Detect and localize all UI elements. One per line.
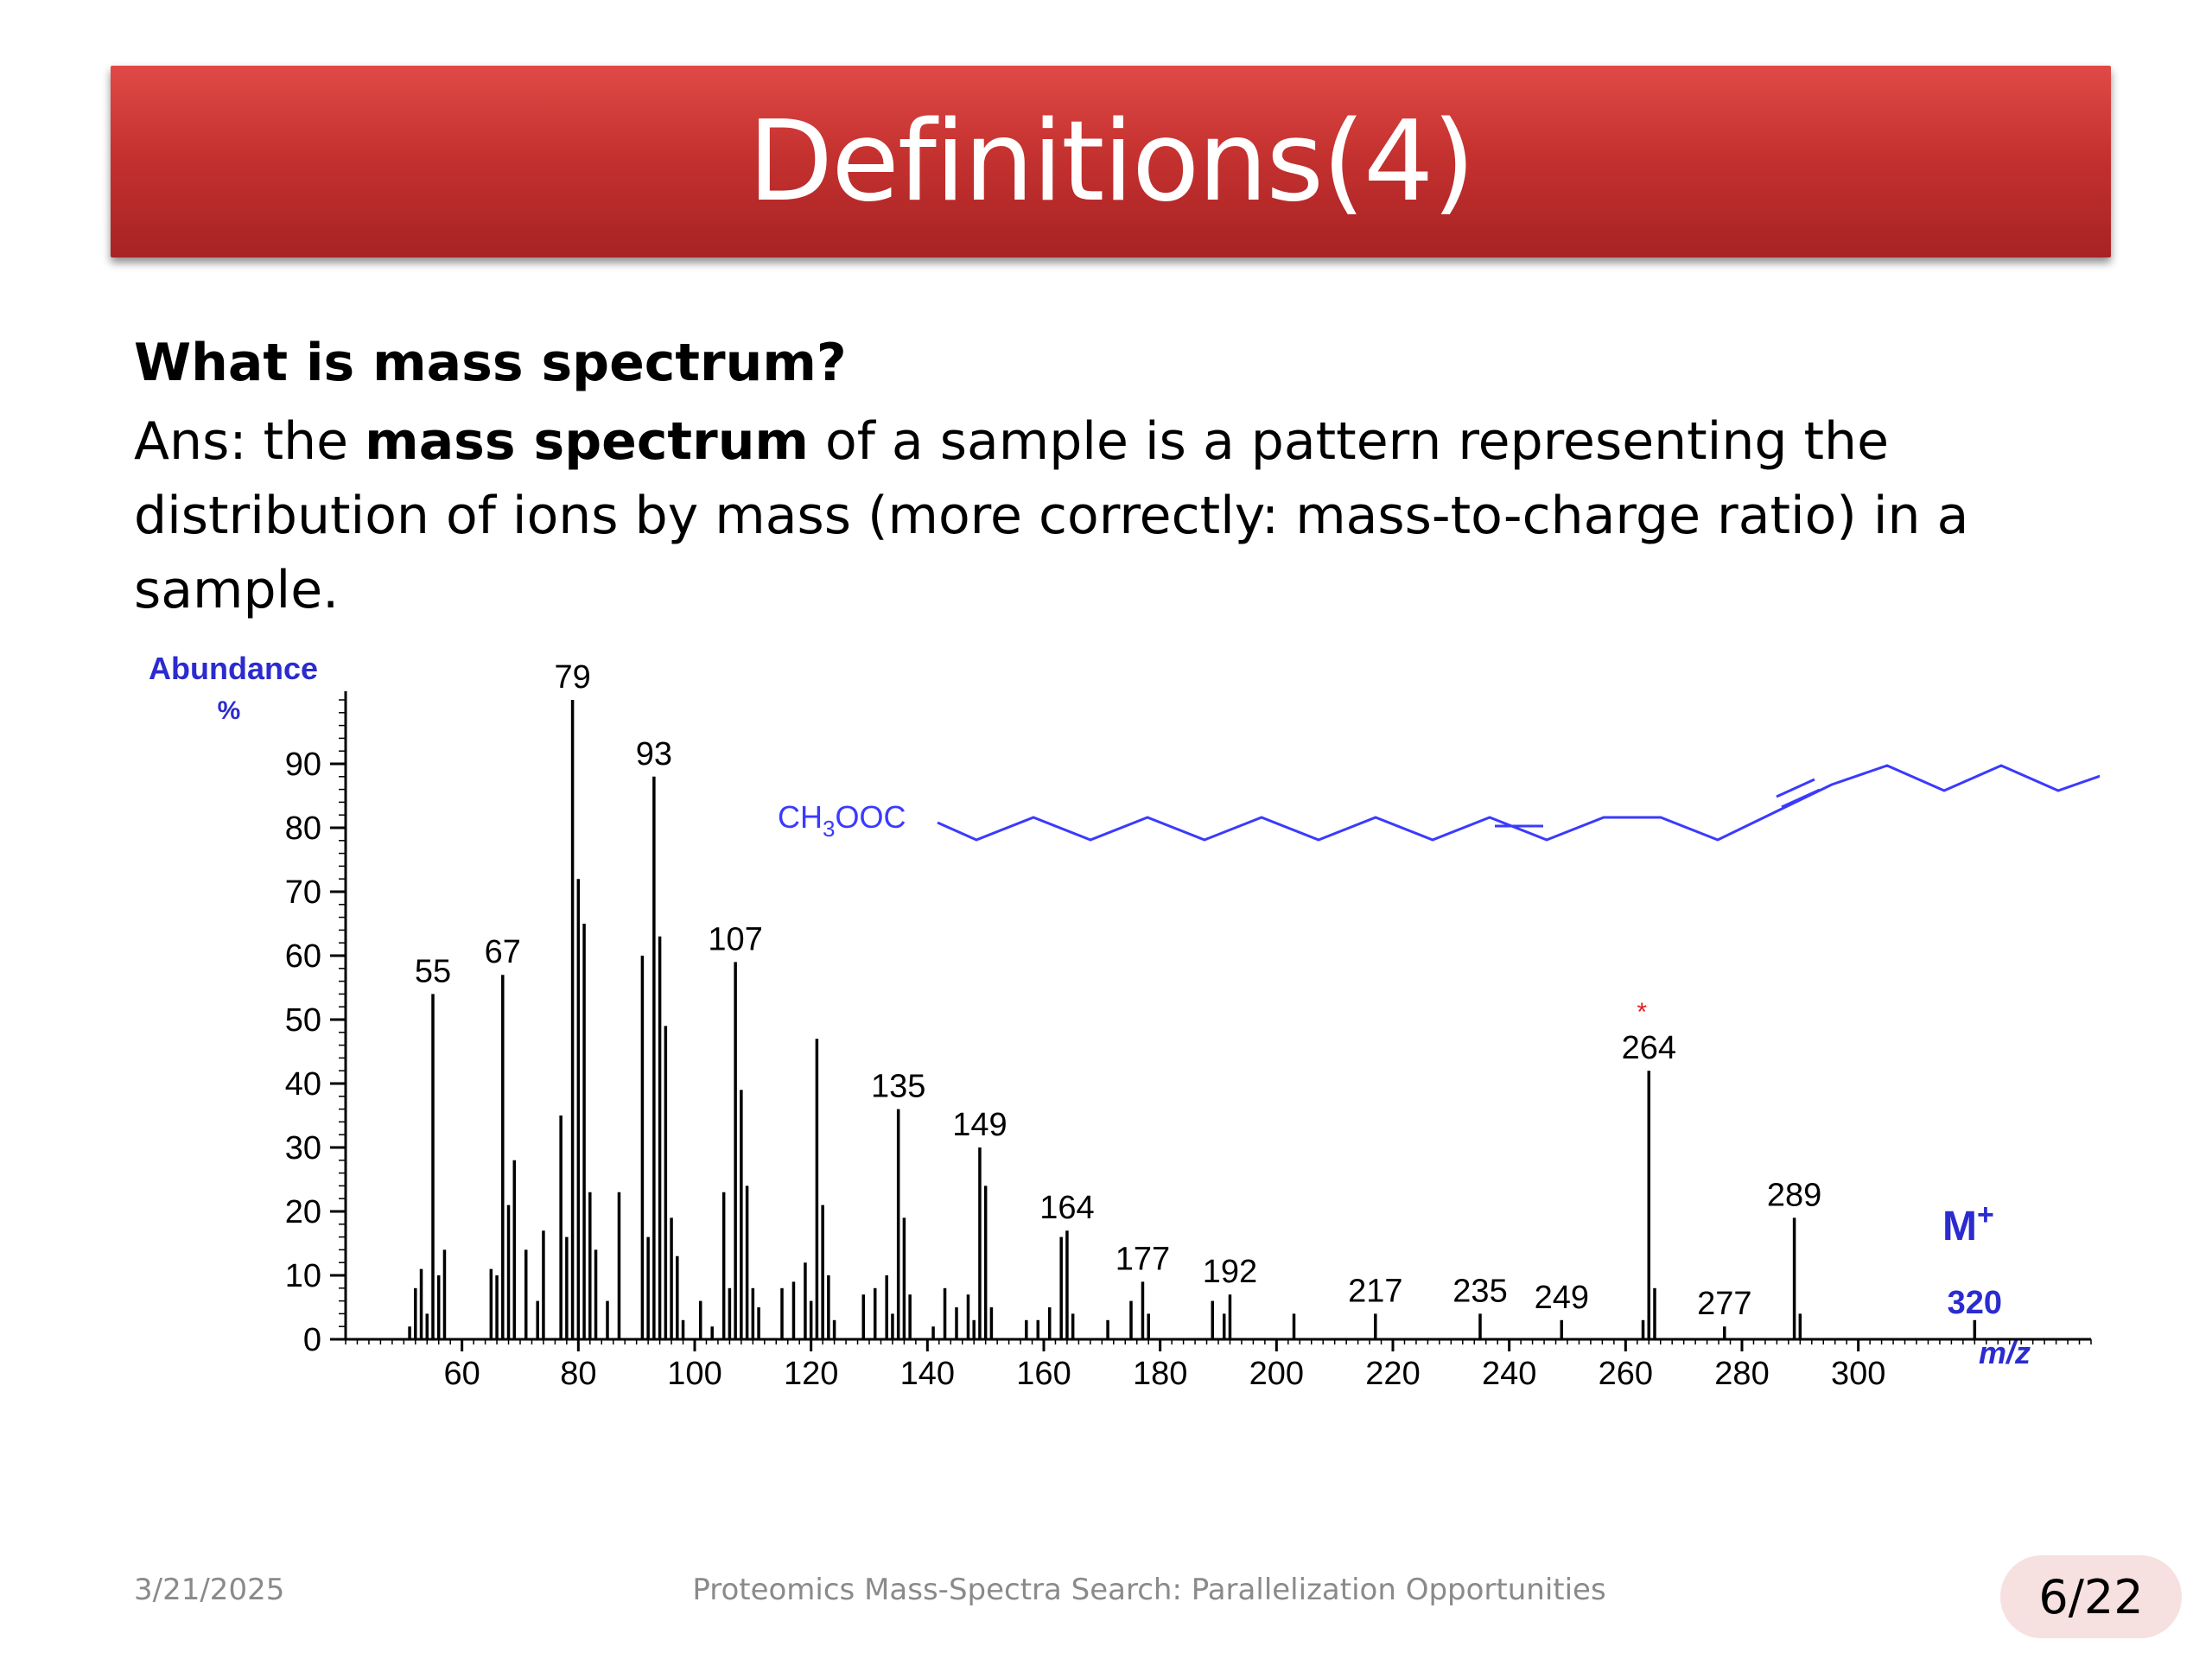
chart-bars: [408, 700, 1977, 1339]
y-tick-label: 90: [285, 747, 321, 783]
molecular-ion-value: 320: [1948, 1285, 2002, 1321]
page-number-badge: 6/22: [2000, 1555, 2182, 1638]
answer-bold-term: mass spectrum: [365, 411, 809, 472]
peak-label: 135: [871, 1069, 925, 1105]
x-tick-label: 60: [444, 1356, 480, 1392]
peak-label: 264: [1622, 1030, 1676, 1066]
title-banner: Definitions(4): [111, 66, 2111, 257]
structure-ooc: OOC: [835, 799, 906, 835]
triple-bond-line-2: [1781, 788, 1821, 809]
x-tick-label: 220: [1365, 1356, 1420, 1392]
x-tick-label: 120: [784, 1356, 838, 1392]
x-tick-label: 280: [1714, 1356, 1769, 1392]
chart-axes: 60 80 100 120 140 160 180 200 220 240 260 280 300 0 10…: [285, 691, 2092, 1392]
x-tick-label: 200: [1249, 1356, 1304, 1392]
structure-label: CH3OOC: [778, 799, 906, 842]
question-heading: What is mass spectrum?: [134, 333, 847, 393]
peak-label: 217: [1348, 1273, 1402, 1309]
peak-label: 79: [554, 659, 590, 696]
y-tick-label: 20: [285, 1194, 321, 1230]
answer-text: Ans: the mass spectrum of a sample is a …: [134, 404, 2121, 627]
x-axis-title: m/z: [1979, 1335, 2031, 1370]
x-tick-label: 160: [1016, 1356, 1071, 1392]
x-tick-label: 140: [900, 1356, 955, 1392]
x-tick-label: 240: [1482, 1356, 1536, 1392]
peak-label: 67: [485, 934, 521, 970]
peak-marker-asterisk: *: [1637, 998, 1647, 1027]
structure-subscript: 3: [823, 816, 835, 842]
y-axis-title: Abundance: [149, 651, 318, 686]
answer-suffix: of a sample is a pattern representing th…: [134, 411, 1969, 620]
y-tick-label: 70: [285, 874, 321, 911]
x-tick-label: 80: [560, 1356, 596, 1392]
molecular-ion-symbol: M: [1942, 1204, 1977, 1249]
y-tick-label: 10: [285, 1258, 321, 1294]
footer-date: 3/21/2025: [134, 1573, 285, 1607]
y-tick-label: 0: [303, 1322, 321, 1358]
y-tick-label: 60: [285, 938, 321, 975]
molecule-chain: [937, 764, 2100, 842]
peak-label: 149: [952, 1107, 1007, 1143]
peak-label: 164: [1039, 1190, 1094, 1226]
peak-label: 177: [1116, 1241, 1170, 1277]
peak-label: 277: [1697, 1286, 1751, 1322]
mass-spectrum-chart: 60 80 100 120 140 160 180 200 220 240 260 280 300 0 10…: [149, 651, 2100, 1392]
y-tick-label: 30: [285, 1130, 321, 1166]
x-tick-label: 300: [1831, 1356, 1885, 1392]
peak-label: 289: [1767, 1177, 1821, 1213]
y-tick-label: 80: [285, 810, 321, 847]
chart-peak-labels: 55 67 79 93 107 135 149 164 177 192 217 235 249 264 27…: [415, 659, 2002, 1322]
peak-label: 249: [1535, 1280, 1589, 1316]
y-axis-unit: %: [218, 696, 241, 725]
peak-label: 55: [415, 953, 451, 989]
footer-title: Proteomics Mass-Spectra Search: Parallel…: [692, 1573, 1606, 1607]
y-tick-label: 50: [285, 1002, 321, 1039]
slide-title: Definitions(4): [747, 97, 1476, 226]
page-number: 6/22: [2038, 1569, 2144, 1624]
answer-prefix: Ans: the: [134, 411, 365, 472]
peak-label: 107: [708, 921, 762, 957]
x-tick-label: 180: [1133, 1356, 1187, 1392]
structure-ch: CH: [778, 799, 823, 835]
y-tick-label: 40: [285, 1066, 321, 1103]
x-tick-label: 100: [667, 1356, 721, 1392]
peak-label: 93: [636, 736, 672, 772]
molecule-structure: [937, 764, 2100, 842]
triple-bond-line-1: [1776, 778, 1815, 798]
x-tick-label: 260: [1599, 1356, 1653, 1392]
peak-label: 235: [1452, 1273, 1507, 1309]
molecular-ion-label: M+: [1942, 1198, 1994, 1249]
molecular-ion-superscript: +: [1977, 1198, 1994, 1231]
peak-label: 192: [1203, 1254, 1257, 1290]
